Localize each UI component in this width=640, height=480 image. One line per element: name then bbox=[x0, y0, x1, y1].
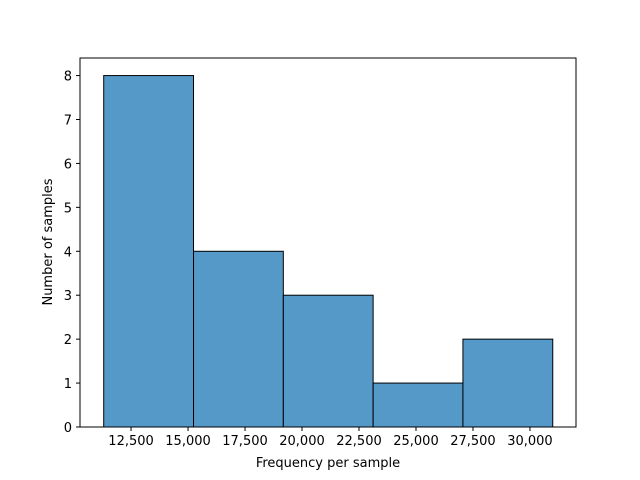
x-tick-label: 22,500 bbox=[336, 434, 382, 449]
x-tick-label: 25,000 bbox=[393, 434, 439, 449]
x-tick-label: 12,500 bbox=[108, 434, 154, 449]
bar bbox=[462, 338, 554, 428]
bar bbox=[282, 294, 374, 428]
y-tick-label: 5 bbox=[64, 201, 72, 216]
y-tick-label: 3 bbox=[64, 289, 72, 304]
y-tick-label: 1 bbox=[64, 377, 72, 392]
x-axis-label: Frequency per sample bbox=[256, 456, 400, 471]
bar bbox=[193, 250, 284, 428]
plot-frame bbox=[79, 57, 577, 428]
y-tick-label: 2 bbox=[64, 333, 72, 348]
y-tick-label: 6 bbox=[64, 157, 72, 172]
x-tick-label: 15,000 bbox=[165, 434, 211, 449]
x-tick-label: 17,500 bbox=[222, 434, 268, 449]
bar bbox=[372, 382, 464, 428]
y-tick-label: 7 bbox=[64, 114, 72, 129]
y-tick-label: 8 bbox=[64, 70, 72, 85]
y-tick-label: 0 bbox=[64, 421, 72, 436]
y-axis-label: Number of samples bbox=[41, 178, 56, 305]
y-tick-label: 4 bbox=[64, 245, 72, 260]
x-tick-label: 30,000 bbox=[507, 434, 553, 449]
x-tick-label: 27,500 bbox=[450, 434, 496, 449]
bar bbox=[103, 75, 195, 428]
x-tick-label: 20,000 bbox=[279, 434, 325, 449]
